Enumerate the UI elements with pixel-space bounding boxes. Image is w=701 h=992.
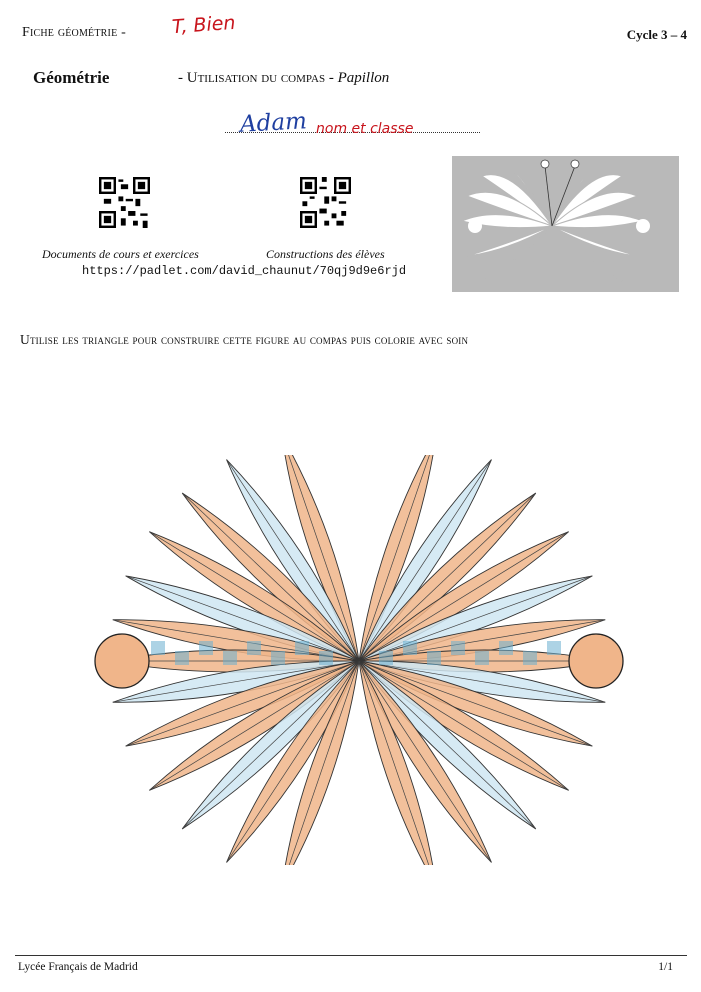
construction-line — [358, 459, 492, 662]
butterfly-wings — [103, 455, 610, 865]
construction-line — [358, 619, 606, 662]
construction-line — [149, 531, 360, 662]
construction-line — [288, 660, 360, 865]
teacher-grade-mark: T, Bien — [171, 11, 237, 39]
blue-checker-cell — [547, 641, 561, 655]
construction-line — [181, 492, 360, 662]
blue-checker-cell — [475, 651, 489, 665]
cycle-label: Cycle 3 – 4 — [626, 27, 687, 42]
worksheet-label: Fiche géométrie - — [22, 25, 126, 40]
construction-line — [358, 660, 492, 863]
construction-line — [125, 660, 360, 747]
construction-line — [149, 660, 360, 791]
construction-line — [358, 455, 430, 662]
footer-divider — [15, 955, 687, 956]
instruction-text: Utilise les triangle pour construire cet… — [20, 332, 469, 347]
blue-checker-cell — [199, 641, 213, 655]
name-dotted-line — [225, 132, 480, 133]
blue-checker-cell — [175, 651, 189, 665]
construction-line — [358, 492, 537, 662]
blue-checker-cell — [223, 651, 237, 665]
construction-line — [112, 619, 360, 662]
constructions-caption: Constructions des élèves — [266, 247, 385, 261]
wing-circles — [94, 633, 624, 689]
name-and-class-field: nom et classe — [316, 121, 414, 137]
left-wing-circle — [94, 633, 150, 689]
blue-checker-cell — [403, 641, 417, 655]
page-number: 1/1 — [658, 961, 673, 973]
activity-title: - Utilisation du compas - Papillon — [178, 70, 389, 87]
padlet-link[interactable]: https://padlet.com/david_chaunut/70qj9d9… — [82, 264, 407, 278]
blue-checker-cell — [523, 651, 537, 665]
school-name: Lycée Français de Madrid — [18, 961, 138, 973]
blue-checker-cell — [451, 641, 465, 655]
construction-line — [358, 575, 593, 662]
construction-line — [226, 459, 360, 662]
wing-petal — [284, 660, 360, 865]
right-wing-circle — [568, 633, 624, 689]
student-name: Adam — [239, 108, 308, 138]
construction-line — [358, 531, 569, 662]
construction-line — [358, 660, 593, 747]
blue-checker-cell — [319, 651, 333, 665]
blue-checker-cell — [499, 641, 513, 655]
construction-line — [181, 660, 360, 830]
figure-name: Papillon — [337, 70, 390, 86]
construction-line — [358, 660, 569, 791]
construction-line — [358, 660, 606, 703]
blue-checker-cell — [427, 651, 441, 665]
construction-line — [112, 660, 360, 703]
blue-checker-cell — [247, 641, 261, 655]
construction-line — [358, 660, 537, 830]
butterfly-drawing — [94, 455, 624, 865]
construction-line — [226, 660, 360, 863]
construction-line — [358, 660, 430, 865]
butterfly-preview-image — [452, 156, 679, 292]
construction-line — [288, 455, 360, 662]
subject-title: Géométrie — [33, 68, 110, 87]
blue-checker-cell — [151, 641, 165, 655]
blue-checker-cell — [379, 651, 393, 665]
documents-caption: Documents de cours et exercices — [42, 247, 199, 261]
blue-checker-cell — [271, 651, 285, 665]
wing-petal — [358, 660, 434, 865]
activity-label: - Utilisation du compas - — [178, 70, 334, 86]
documents-qr-code-icon[interactable] — [99, 177, 150, 228]
blue-checker-cell — [295, 641, 309, 655]
constructions-qr-code-icon[interactable] — [300, 177, 351, 228]
construction-line — [125, 575, 360, 662]
